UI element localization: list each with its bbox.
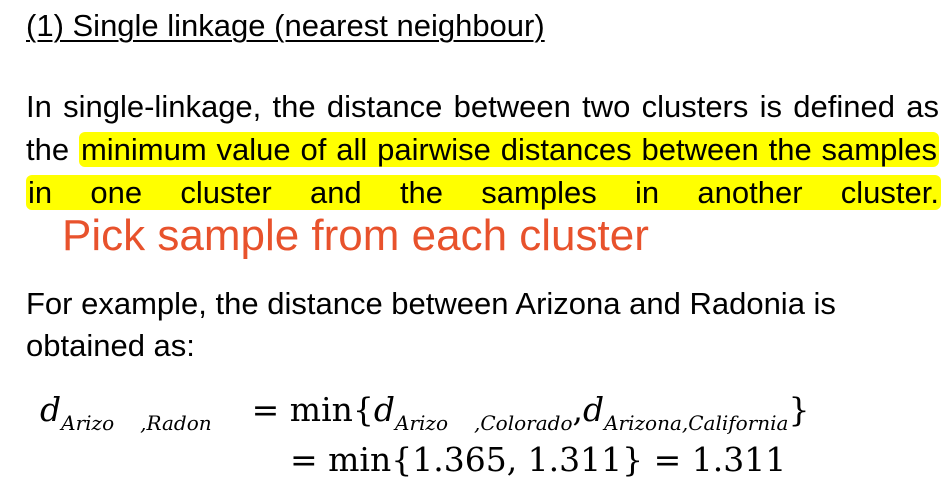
equation-line-2: = min{1.365, 1.311} = 1.311 [290, 440, 787, 479]
min-operator: min [289, 390, 353, 429]
lhs-subscript-a: Arizo [61, 411, 115, 435]
close-brace: } [788, 390, 810, 429]
term1-subscript-b: ,Colorado [474, 411, 573, 435]
handwritten-annotation: Pick sample from each cluster [62, 211, 649, 260]
lhs-subscript-b: ,Radon [140, 411, 212, 435]
term2-distance-symbol: d [582, 390, 605, 429]
lhs-distance-symbol: d [40, 390, 62, 429]
definition-paragraph: In single-linkage, the distance between … [26, 85, 941, 261]
open-brace: { [352, 390, 374, 429]
example-paragraph: For example, the distance between Arizon… [26, 286, 836, 363]
equals-sign: = [251, 390, 280, 429]
section-heading: (1) Single linkage (nearest neighbour) [26, 8, 545, 43]
highlighted-definition: minimum value of all pairwise distances … [26, 132, 941, 210]
equation-line-1: dArizo ,Radon = min{dArizo ,Colorado,dArizo… [40, 390, 809, 435]
term-separator: , [572, 390, 583, 429]
term1-subscript-a: Arizo [395, 411, 449, 435]
term2-subscript: Arizona,California [604, 411, 789, 435]
term1-distance-symbol: d [373, 390, 396, 429]
definition-text: In single-linkage, the distance between … [26, 89, 939, 167]
